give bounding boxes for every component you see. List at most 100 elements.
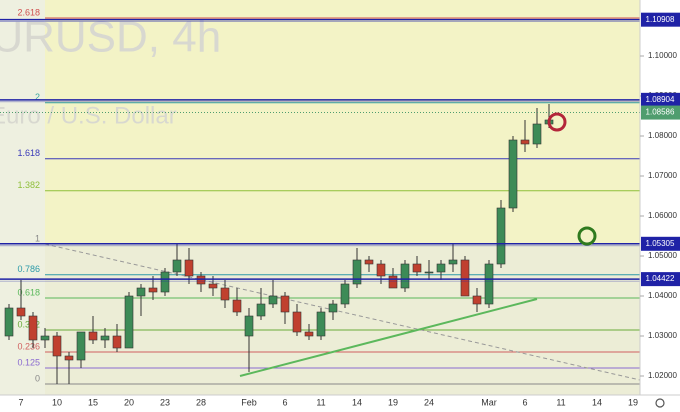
price-line-label: 1.10908 <box>646 15 675 24</box>
fib-label: 0.236 <box>17 341 40 351</box>
last-price-tag <box>641 105 680 120</box>
x-tick-label: 19 <box>388 397 398 407</box>
candle-body <box>220 287 230 301</box>
y-tick-label: 1.03000 <box>648 331 677 340</box>
candle-body <box>436 263 446 273</box>
candle-body <box>472 295 482 305</box>
price-line-tag <box>641 272 680 287</box>
y-tick-label: 1.08000 <box>648 131 677 140</box>
candle-body <box>100 335 110 341</box>
x-tick-label: 7 <box>18 397 23 407</box>
x-tick-label: 6 <box>282 397 287 407</box>
candle-body <box>16 307 26 317</box>
x-tick-label: 28 <box>196 397 206 407</box>
candle-body <box>232 299 242 313</box>
fib-label: 2 <box>35 92 40 102</box>
fib-label: 0.786 <box>17 264 40 274</box>
candle-body <box>40 335 50 341</box>
y-tick-label: 1.06000 <box>648 211 677 220</box>
y-tick-label: 1.07000 <box>648 171 677 180</box>
candle-body <box>460 259 470 297</box>
candle-body <box>172 259 182 273</box>
fib-label: 0.125 <box>17 357 40 367</box>
candle-body <box>256 303 266 317</box>
x-tick-label: Feb <box>241 397 257 407</box>
price-line-label: 1.08904 <box>646 95 675 104</box>
x-tick-label: Mar <box>481 397 497 407</box>
marker-circle <box>547 112 567 132</box>
candle-body <box>508 139 518 209</box>
price-line-label: 1.05305 <box>646 239 675 248</box>
candle-body <box>532 123 542 145</box>
x-tick-label: 14 <box>352 397 362 407</box>
fib-label: 2.618 <box>17 7 40 17</box>
candle-body <box>520 139 530 145</box>
candle-body <box>28 315 38 341</box>
fib-zone <box>45 0 640 244</box>
candle-body <box>208 283 218 289</box>
candle-body <box>64 355 74 361</box>
price-line-label: 1.04422 <box>646 274 675 283</box>
y-tick-label: 1.02000 <box>648 371 677 380</box>
x-tick-label: 15 <box>88 397 98 407</box>
trend-line <box>239 298 538 377</box>
fib-label: 0.618 <box>17 287 40 297</box>
y-tick-label: 1.05000 <box>648 251 677 260</box>
candle-body <box>280 295 290 313</box>
x-tick-label: 14 <box>592 397 602 407</box>
fib-label: 1.618 <box>17 148 40 158</box>
watermark-description: Euro / U.S. Dollar <box>0 102 177 129</box>
trend-line <box>44 243 640 381</box>
candle-body <box>388 275 398 289</box>
fib-zone <box>45 244 640 395</box>
candle-body <box>448 259 458 265</box>
candle-body <box>352 259 362 285</box>
candle-body <box>376 263 386 277</box>
candle-body <box>364 259 374 265</box>
candle-body <box>136 287 146 297</box>
candle-body <box>124 295 134 349</box>
candle-body <box>400 263 410 289</box>
price-line-tag <box>641 92 680 107</box>
settings-icon <box>655 398 665 408</box>
x-tick-label: 20 <box>124 397 134 407</box>
candle-body <box>76 331 86 361</box>
x-tick-label: 10 <box>52 397 62 407</box>
candle-body <box>304 331 314 337</box>
candle-body <box>88 331 98 341</box>
candle-body <box>244 315 254 337</box>
candle-body <box>112 335 122 349</box>
y-tick-label: 1.10000 <box>648 51 677 60</box>
fib-label: 1 <box>35 233 40 243</box>
candle-body <box>340 283 350 305</box>
candle-body <box>160 271 170 293</box>
last-price-label: 1.08586 <box>646 108 675 117</box>
candle-body <box>52 335 62 357</box>
price-axis <box>640 0 680 412</box>
x-tick-label: 24 <box>424 397 434 407</box>
fib-label: 1.382 <box>17 180 40 190</box>
candle-body <box>292 311 302 333</box>
candle-body <box>412 263 422 273</box>
candle-body <box>148 287 158 293</box>
y-tick-label: 1.04000 <box>648 291 677 300</box>
x-tick-label: 11 <box>316 397 325 407</box>
candle-body <box>196 275 206 285</box>
x-tick-label: 11 <box>556 397 565 407</box>
price-line-tag <box>641 12 680 27</box>
candle-body <box>184 259 194 277</box>
candle-body <box>484 263 494 305</box>
price-line-tag <box>641 236 680 251</box>
watermark-symbol: EURUSD, 4h <box>0 13 221 62</box>
marker-circle <box>577 226 597 246</box>
candle-body <box>424 271 434 274</box>
x-tick-label: 23 <box>160 397 170 407</box>
x-tick-label: 19 <box>628 397 638 407</box>
candle-body <box>328 303 338 313</box>
candle-body <box>4 307 14 337</box>
x-tick-label: 6 <box>522 397 527 407</box>
plot-area: EURUSD, 4h Euro / U.S. Dollar 2.618 2 1.618 1… <box>0 0 640 395</box>
candle-body <box>268 295 278 305</box>
fib-label: 0 <box>35 373 40 383</box>
